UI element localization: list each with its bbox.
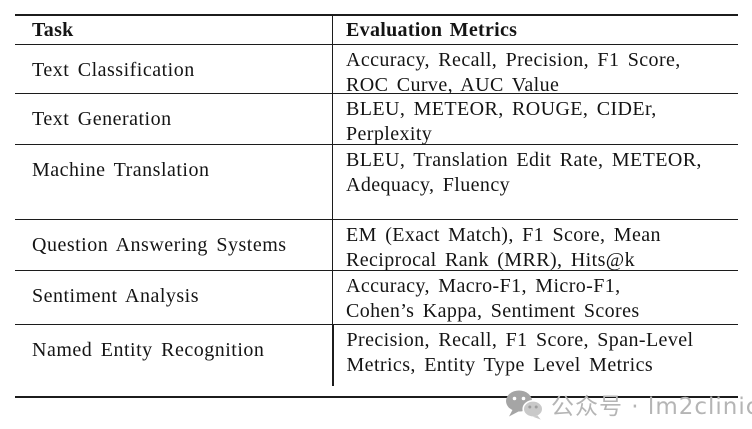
evaluation-metrics-table: Task Evaluation Metrics Text Classificat…	[15, 14, 738, 398]
column-header-evaluation-metrics: Evaluation Metrics	[332, 16, 738, 44]
task-cell: Machine Translation	[32, 159, 210, 181]
table-row: Machine Translation BLEU, Translation Ed…	[15, 144, 738, 219]
task-cell: Named Entity Recognition	[32, 339, 265, 361]
table-row: Text Generation BLEU, METEOR, ROUGE, CID…	[15, 93, 738, 147]
table-row: Text Classification Accuracy, Recall, Pr…	[15, 44, 738, 98]
metrics-cell: Accuracy, Recall, Precision, F1 Score, R…	[332, 45, 738, 98]
task-cell: Sentiment Analysis	[32, 285, 199, 307]
metrics-cell: BLEU, Translation Edit Rate, METEOR, Ade…	[332, 145, 738, 219]
metrics-line: Perplexity	[346, 123, 433, 145]
metrics-line: EM (Exact Match), F1 Score, Mean	[346, 224, 661, 246]
metrics-line: ROC Curve, AUC Value	[346, 74, 560, 96]
table-row: Question Answering Systems EM (Exact Mat…	[15, 219, 738, 273]
metrics-line: Adequacy, Fluency	[346, 174, 511, 196]
table-row: Sentiment Analysis Accuracy, Macro-F1, M…	[15, 270, 738, 324]
metrics-line: BLEU, Translation Edit Rate, METEOR,	[346, 149, 702, 171]
metrics-line: Reciprocal Rank (MRR), Hits@k	[346, 249, 635, 271]
column-header-task: Task	[32, 19, 74, 41]
metrics-line: Cohen’s Kappa, Sentiment Scores	[346, 300, 640, 322]
watermark: 公众号 · lm2clinic	[505, 388, 752, 420]
table-row: Named Entity Recognition Precision, Reca…	[15, 324, 738, 396]
metrics-cell: Precision, Recall, F1 Score, Span-Level …	[332, 325, 738, 396]
metrics-line: Metrics, Entity Type Level Metrics	[346, 354, 654, 376]
metrics-line: Accuracy, Macro-F1, Micro-F1,	[346, 275, 621, 297]
metrics-line: Accuracy, Recall, Precision, F1 Score,	[346, 49, 681, 71]
metrics-cell: EM (Exact Match), F1 Score, Mean Recipro…	[332, 220, 738, 273]
task-cell: Text Classification	[32, 59, 195, 81]
metrics-line: Precision, Recall, F1 Score, Span-Level	[346, 329, 694, 351]
table-header-row: Task Evaluation Metrics	[15, 16, 738, 44]
metrics-cell: Accuracy, Macro-F1, Micro-F1, Cohen’s Ka…	[332, 271, 738, 324]
metrics-cell: BLEU, METEOR, ROUGE, CIDEr, Perplexity	[332, 94, 738, 147]
task-cell: Question Answering Systems	[32, 234, 287, 256]
task-cell: Text Generation	[32, 108, 172, 130]
wechat-icon	[506, 390, 543, 420]
watermark-text: 公众号 · lm2clinic	[551, 394, 752, 420]
metrics-line: BLEU, METEOR, ROUGE, CIDEr,	[346, 98, 657, 120]
